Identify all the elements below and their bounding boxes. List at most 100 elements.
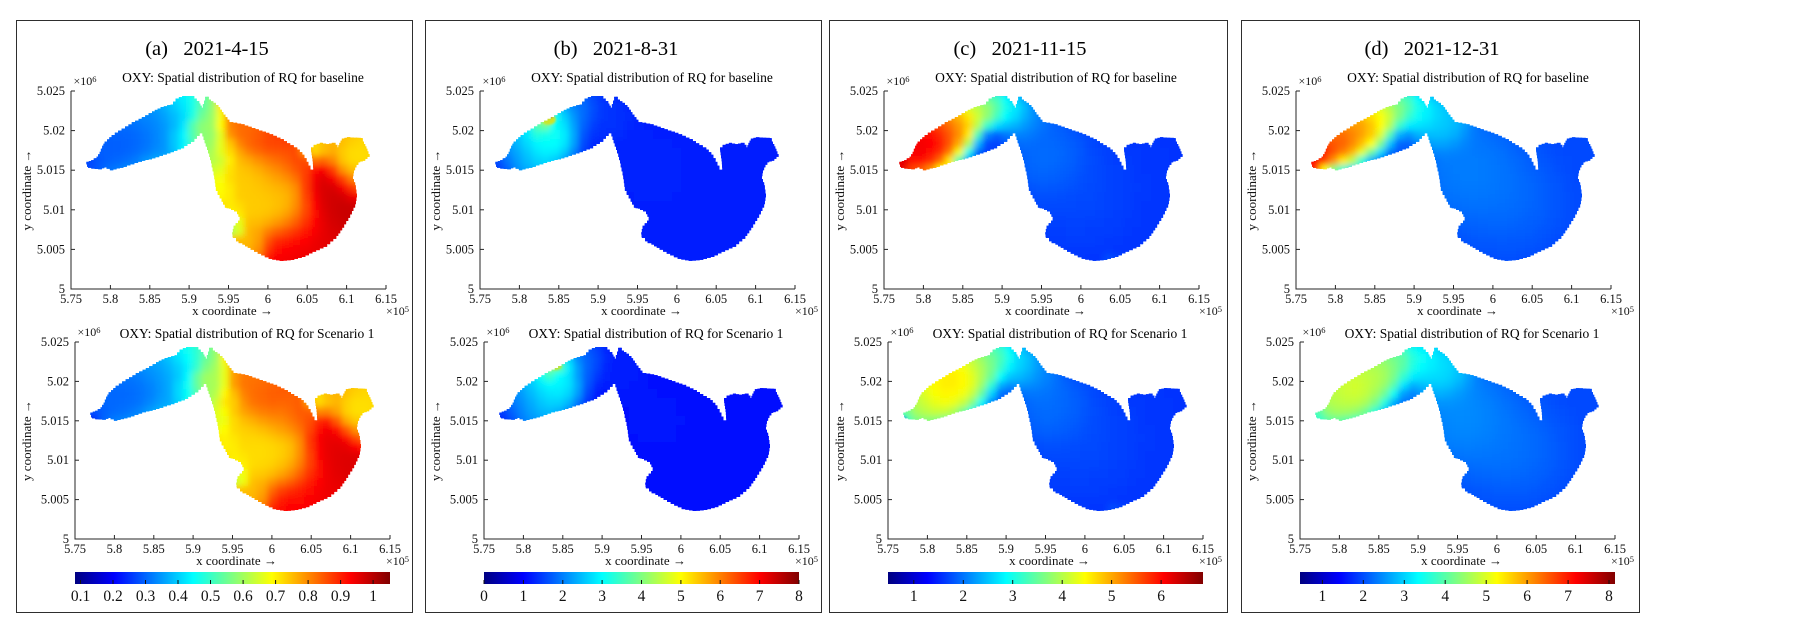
svg-text:y coordinate →: y coordinate →	[428, 400, 443, 481]
svg-text:x coordinate →: x coordinate →	[605, 553, 686, 568]
svg-text:5.02: 5.02	[856, 124, 878, 138]
svg-text:5.01: 5.01	[43, 203, 65, 217]
svg-text:5.85: 5.85	[143, 542, 165, 556]
svg-text:5.01: 5.01	[456, 453, 478, 467]
svg-text:5.9: 5.9	[590, 292, 606, 306]
svg-text:5.9: 5.9	[185, 542, 201, 556]
svg-text:6.15: 6.15	[1188, 292, 1210, 306]
svg-text:5.02: 5.02	[860, 374, 882, 388]
svg-text:5.75: 5.75	[64, 542, 86, 556]
svg-text:y coordinate →: y coordinate →	[1244, 150, 1259, 231]
svg-text:6.1: 6.1	[1564, 292, 1580, 306]
svg-text:5.005: 5.005	[850, 242, 878, 256]
svg-text:OXY: Spatial distribution of R: OXY: Spatial distribution of RQ for Scen…	[1345, 326, 1600, 341]
svg-text:5.8: 5.8	[916, 292, 932, 306]
svg-text:6: 6	[1082, 542, 1088, 556]
svg-text:5.75: 5.75	[60, 292, 82, 306]
svg-text:5.8: 5.8	[107, 542, 123, 556]
svg-text:6: 6	[716, 588, 724, 605]
svg-text:1: 1	[520, 588, 528, 605]
svg-text:5.025: 5.025	[1266, 335, 1294, 349]
svg-text:y coordinate →: y coordinate →	[19, 400, 34, 481]
svg-text:5.95: 5.95	[1031, 292, 1053, 306]
svg-text:5.01: 5.01	[856, 203, 878, 217]
svg-text:5.75: 5.75	[1285, 292, 1307, 306]
svg-text:5.01: 5.01	[452, 203, 474, 217]
svg-text:5.02: 5.02	[43, 124, 65, 138]
svg-text:1: 1	[1319, 588, 1327, 605]
svg-text:5.85: 5.85	[1368, 542, 1390, 556]
svg-text:x coordinate →: x coordinate →	[192, 303, 273, 318]
svg-text:6.05: 6.05	[1521, 292, 1543, 306]
svg-text:5: 5	[872, 282, 878, 296]
svg-text:7: 7	[1564, 588, 1572, 605]
svg-text:3: 3	[598, 588, 606, 605]
svg-text:6.05: 6.05	[709, 542, 731, 556]
svg-text:(a) 2021-4-15: (a) 2021-4-15	[145, 38, 269, 60]
svg-text:×106: ×106	[890, 325, 913, 339]
svg-text:5.95: 5.95	[631, 542, 653, 556]
svg-text:5.95: 5.95	[1443, 292, 1465, 306]
svg-text:×105: ×105	[1611, 554, 1634, 568]
svg-text:×105: ×105	[1199, 554, 1222, 568]
svg-text:5.8: 5.8	[516, 542, 532, 556]
svg-text:5: 5	[468, 282, 474, 296]
svg-text:6.15: 6.15	[375, 292, 397, 306]
svg-text:5.85: 5.85	[139, 292, 161, 306]
svg-text:y coordinate →: y coordinate →	[832, 400, 847, 481]
svg-text:2: 2	[959, 588, 967, 605]
svg-text:6.05: 6.05	[1113, 542, 1135, 556]
svg-text:5.005: 5.005	[450, 493, 478, 507]
svg-text:0.9: 0.9	[331, 588, 351, 605]
svg-text:5: 5	[63, 532, 69, 546]
svg-text:6.05: 6.05	[296, 292, 318, 306]
svg-text:5.02: 5.02	[1268, 124, 1290, 138]
svg-text:6.15: 6.15	[1600, 292, 1622, 306]
svg-text:6.15: 6.15	[784, 292, 806, 306]
svg-text:5.85: 5.85	[952, 292, 974, 306]
svg-text:6.1: 6.1	[339, 292, 355, 306]
svg-text:5: 5	[1108, 588, 1116, 605]
svg-text:OXY: Spatial distribution of R: OXY: Spatial distribution of RQ for Scen…	[529, 326, 784, 341]
svg-text:6.05: 6.05	[1109, 292, 1131, 306]
svg-text:6: 6	[265, 292, 271, 306]
svg-text:6.05: 6.05	[1525, 542, 1547, 556]
svg-text:5: 5	[1284, 282, 1290, 296]
svg-text:0.4: 0.4	[168, 588, 188, 605]
svg-text:6: 6	[1523, 588, 1531, 605]
svg-text:x coordinate →: x coordinate →	[1421, 553, 1502, 568]
svg-text:2: 2	[1359, 588, 1367, 605]
svg-text:x coordinate →: x coordinate →	[1005, 303, 1086, 318]
svg-text:5.85: 5.85	[552, 542, 574, 556]
svg-text:5.95: 5.95	[1447, 542, 1469, 556]
svg-text:6.15: 6.15	[788, 542, 810, 556]
svg-text:5.9: 5.9	[181, 292, 197, 306]
svg-text:5.025: 5.025	[450, 335, 478, 349]
svg-text:5.8: 5.8	[512, 292, 528, 306]
svg-text:5.75: 5.75	[1289, 542, 1311, 556]
svg-text:5.95: 5.95	[1035, 542, 1057, 556]
svg-text:(d) 2021-12-31: (d) 2021-12-31	[1365, 38, 1500, 60]
svg-text:8: 8	[795, 588, 803, 605]
svg-text:6.1: 6.1	[752, 542, 768, 556]
svg-text:OXY: Spatial distribution of R: OXY: Spatial distribution of RQ for Scen…	[933, 326, 1188, 341]
svg-text:6.1: 6.1	[1152, 292, 1168, 306]
svg-text:6: 6	[678, 542, 684, 556]
svg-text:5.75: 5.75	[473, 542, 495, 556]
svg-text:6.05: 6.05	[705, 292, 727, 306]
svg-text:7: 7	[756, 588, 764, 605]
svg-text:5.015: 5.015	[1266, 414, 1294, 428]
svg-text:5.85: 5.85	[1364, 292, 1386, 306]
svg-text:5.015: 5.015	[854, 414, 882, 428]
svg-text:×105: ×105	[386, 304, 409, 318]
svg-text:5.015: 5.015	[850, 163, 878, 177]
svg-text:5.02: 5.02	[1272, 374, 1294, 388]
svg-text:x coordinate →: x coordinate →	[1009, 553, 1090, 568]
svg-text:5.015: 5.015	[1262, 163, 1290, 177]
svg-text:0.6: 0.6	[233, 588, 253, 605]
svg-text:OXY: Spatial distribution of R: OXY: Spatial distribution of RQ for base…	[935, 70, 1177, 85]
svg-text:5.025: 5.025	[446, 84, 474, 98]
svg-text:6.1: 6.1	[1568, 542, 1584, 556]
svg-text:5.025: 5.025	[37, 84, 65, 98]
svg-text:8: 8	[1605, 588, 1613, 605]
